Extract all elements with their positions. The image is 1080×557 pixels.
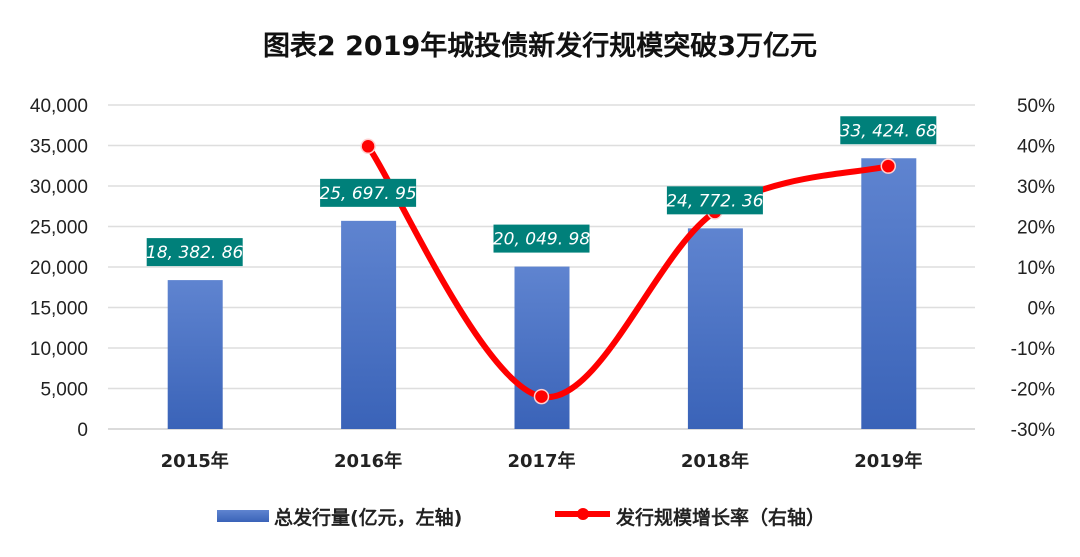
growth-point	[360, 138, 376, 155]
legend-bar-swatch	[217, 510, 269, 522]
growth-point	[880, 158, 897, 174]
bar	[861, 158, 917, 430]
legend-label-bar: 总发行量(亿元，左轴)	[274, 506, 462, 529]
data-label: 33, 424. 68	[840, 121, 938, 141]
growth-point	[533, 388, 550, 405]
y2-tick-label: 0%	[1028, 299, 1056, 320]
data-label-bg	[840, 116, 937, 145]
legend-line-marker	[577, 508, 589, 520]
y-tick-label: 0	[77, 420, 88, 441]
x-tick-label: 2018年	[681, 450, 749, 472]
x-tick-label: 2017年	[507, 450, 575, 472]
data-label: 25, 697. 95	[319, 184, 416, 204]
x-tick-label: 2015年	[161, 450, 229, 472]
y-tick-label: 25,000	[30, 218, 88, 239]
y2-tick-label: 30%	[1017, 177, 1055, 198]
y2-tick-label: -20%	[1011, 380, 1055, 401]
bar	[167, 280, 223, 429]
y-tick-label: 30,000	[30, 177, 88, 198]
data-label: 20, 049. 98	[493, 230, 591, 250]
chart-title: 图表2 2019年城投债新发行规模突破3万亿元	[262, 31, 818, 62]
data-label-bg	[320, 178, 417, 207]
y-tick-label: 35,000	[30, 137, 88, 158]
x-tick-label: 2019年	[854, 450, 922, 472]
data-label: 24, 772. 36	[666, 191, 764, 211]
data-label-bg	[666, 186, 763, 215]
y2-tick-label: 40%	[1017, 137, 1055, 158]
bar	[687, 228, 743, 429]
legend-label-line: 发行规模增长率（右轴）	[615, 506, 825, 529]
y2-tick-label: 20%	[1017, 218, 1055, 239]
y-tick-label: 5,000	[40, 380, 88, 401]
y-tick-label: 20,000	[30, 258, 88, 279]
data-label-bg	[493, 224, 590, 253]
y-tick-label: 15,000	[30, 299, 88, 320]
y2-tick-label: 10%	[1017, 258, 1055, 279]
y2-tick-label: -30%	[1011, 420, 1055, 441]
growth-line	[365, 143, 892, 400]
data-label-bg	[146, 238, 243, 267]
bar	[341, 220, 397, 429]
y2-tick-label: 50%	[1017, 96, 1055, 117]
y2-tick-label: -10%	[1011, 339, 1055, 360]
bar	[514, 266, 570, 429]
y-tick-label: 10,000	[30, 339, 88, 360]
y-tick-label: 40,000	[30, 96, 88, 117]
data-label: 18, 382. 86	[146, 243, 244, 263]
x-tick-label: 2016年	[334, 450, 402, 472]
